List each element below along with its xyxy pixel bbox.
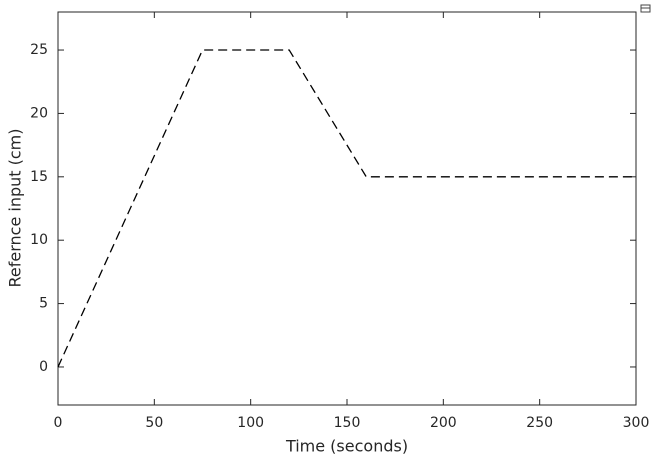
y-tick-label: 5 <box>39 296 48 312</box>
y-axis-label: Refernce input (cm) <box>6 129 25 288</box>
y-tick-label: 0 <box>39 359 48 375</box>
x-tick-label: 200 <box>430 415 457 431</box>
x-tick-label: 250 <box>526 415 553 431</box>
x-tick-label: 150 <box>334 415 361 431</box>
x-tick-label: 0 <box>54 415 63 431</box>
y-tick-label: 25 <box>30 42 48 58</box>
y-tick-label: 20 <box>30 105 48 121</box>
x-tick-label: 300 <box>623 415 650 431</box>
corner-icon <box>640 4 651 13</box>
axes-box <box>57 11 637 406</box>
y-tick-label: 10 <box>30 232 48 248</box>
x-tick-label: 100 <box>237 415 264 431</box>
x-tick-label: 50 <box>145 415 163 431</box>
data-line <box>57 49 636 368</box>
x-axis-label: Time (seconds) <box>285 437 408 456</box>
y-tick-label: 15 <box>30 169 48 185</box>
